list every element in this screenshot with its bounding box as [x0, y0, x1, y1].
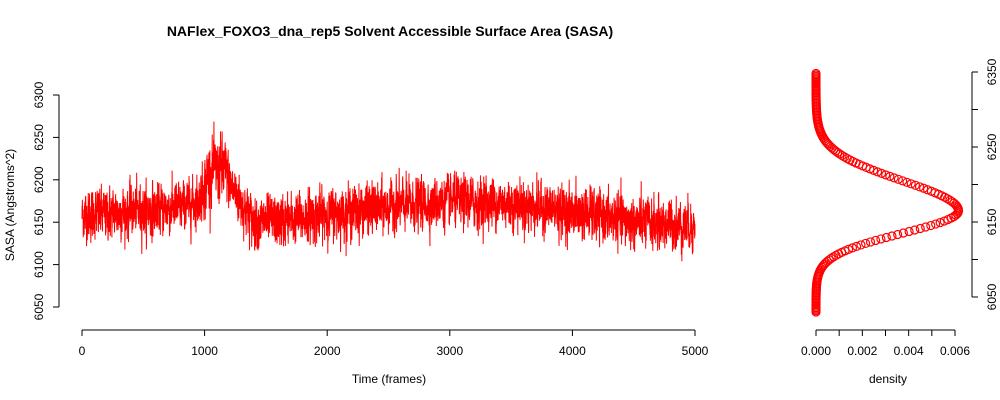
- x-tick-label: 5000: [682, 344, 709, 358]
- density-y-tick-label: 6150: [985, 208, 999, 235]
- density-y-tick-label: 6350: [985, 58, 999, 85]
- density-point: [947, 197, 957, 207]
- y-tick-label: 6200: [32, 166, 46, 193]
- density-point: [847, 243, 858, 253]
- density-point: [872, 167, 883, 177]
- density-point: [865, 237, 876, 247]
- density-point: [898, 176, 908, 186]
- density-point: [935, 217, 945, 228]
- density-point: [839, 152, 850, 162]
- density-point: [851, 241, 862, 252]
- density-point: [887, 231, 897, 241]
- density-point: [914, 182, 925, 192]
- density-x-tick-label: 0.002: [847, 344, 877, 358]
- density-point: [904, 226, 914, 237]
- density-point: [861, 238, 871, 249]
- y-axis-label: SASA (Angstroms^2): [3, 149, 17, 261]
- sasa-series-line: [81, 121, 696, 262]
- density-point: [885, 171, 895, 181]
- density-x-tick-label: 0.000: [801, 344, 831, 358]
- density-point: [881, 232, 891, 243]
- density-points: [811, 68, 964, 317]
- sasa-series: [81, 121, 696, 262]
- density-point: [871, 235, 881, 246]
- density-point: [921, 222, 931, 232]
- x-tick-label: 3000: [436, 344, 463, 358]
- density-axes: 0.000 0.002 0.004 0.006 6050 6150 6250 6350: [801, 58, 999, 358]
- x-axis-label: Time (frames): [352, 372, 426, 386]
- x-tick-label: 0: [79, 344, 86, 358]
- density-point: [945, 195, 955, 205]
- density-point: [828, 252, 839, 262]
- density-y-tick-label: 6050: [985, 283, 999, 310]
- density-point: [922, 185, 933, 195]
- density-x-tick-label: 0.006: [940, 344, 970, 358]
- density-point: [915, 223, 925, 234]
- x-tick-label: 4000: [559, 344, 586, 358]
- time-series-axes: 0 1000 2000 3000 4000 5000 6050 6100 6150 6200 625…: [32, 81, 709, 358]
- density-point: [893, 229, 903, 240]
- y-tick-label: 6050: [32, 293, 46, 320]
- x-tick-label: 2000: [314, 344, 341, 358]
- density-point: [898, 228, 908, 238]
- density-point: [889, 173, 899, 183]
- density-x-tick-label: 0.004: [894, 344, 924, 358]
- chart-title: NAFlex_FOXO3_dna_rep5 Solvent Accessible…: [167, 23, 613, 39]
- density-point: [902, 177, 912, 187]
- density-point: [931, 219, 941, 229]
- y-tick-label: 6250: [32, 124, 46, 151]
- y-tick-label: 6150: [32, 209, 46, 236]
- y-tick-label: 6100: [32, 251, 46, 278]
- density-plot: 0.000 0.002 0.004 0.006 6050 6150 6250 6350 den…: [801, 58, 999, 386]
- density-y-tick-label: 6250: [985, 133, 999, 160]
- density-point: [919, 183, 929, 193]
- density-point: [910, 225, 920, 235]
- density-point: [876, 168, 887, 178]
- density-point: [910, 180, 921, 190]
- density-point: [856, 240, 866, 250]
- density-point: [893, 174, 903, 184]
- time-series-plot: 0 1000 2000 3000 4000 5000 6050 6100 6150 6200 625…: [3, 81, 709, 386]
- y-tick-label: 6300: [32, 81, 46, 108]
- x-tick-label: 1000: [191, 344, 218, 358]
- density-point: [881, 170, 891, 180]
- density-point: [826, 253, 836, 263]
- density-axis-label: density: [869, 372, 907, 386]
- density-point: [926, 220, 936, 231]
- density-point: [876, 234, 886, 244]
- density-point: [906, 179, 916, 189]
- density-point: [811, 68, 821, 79]
